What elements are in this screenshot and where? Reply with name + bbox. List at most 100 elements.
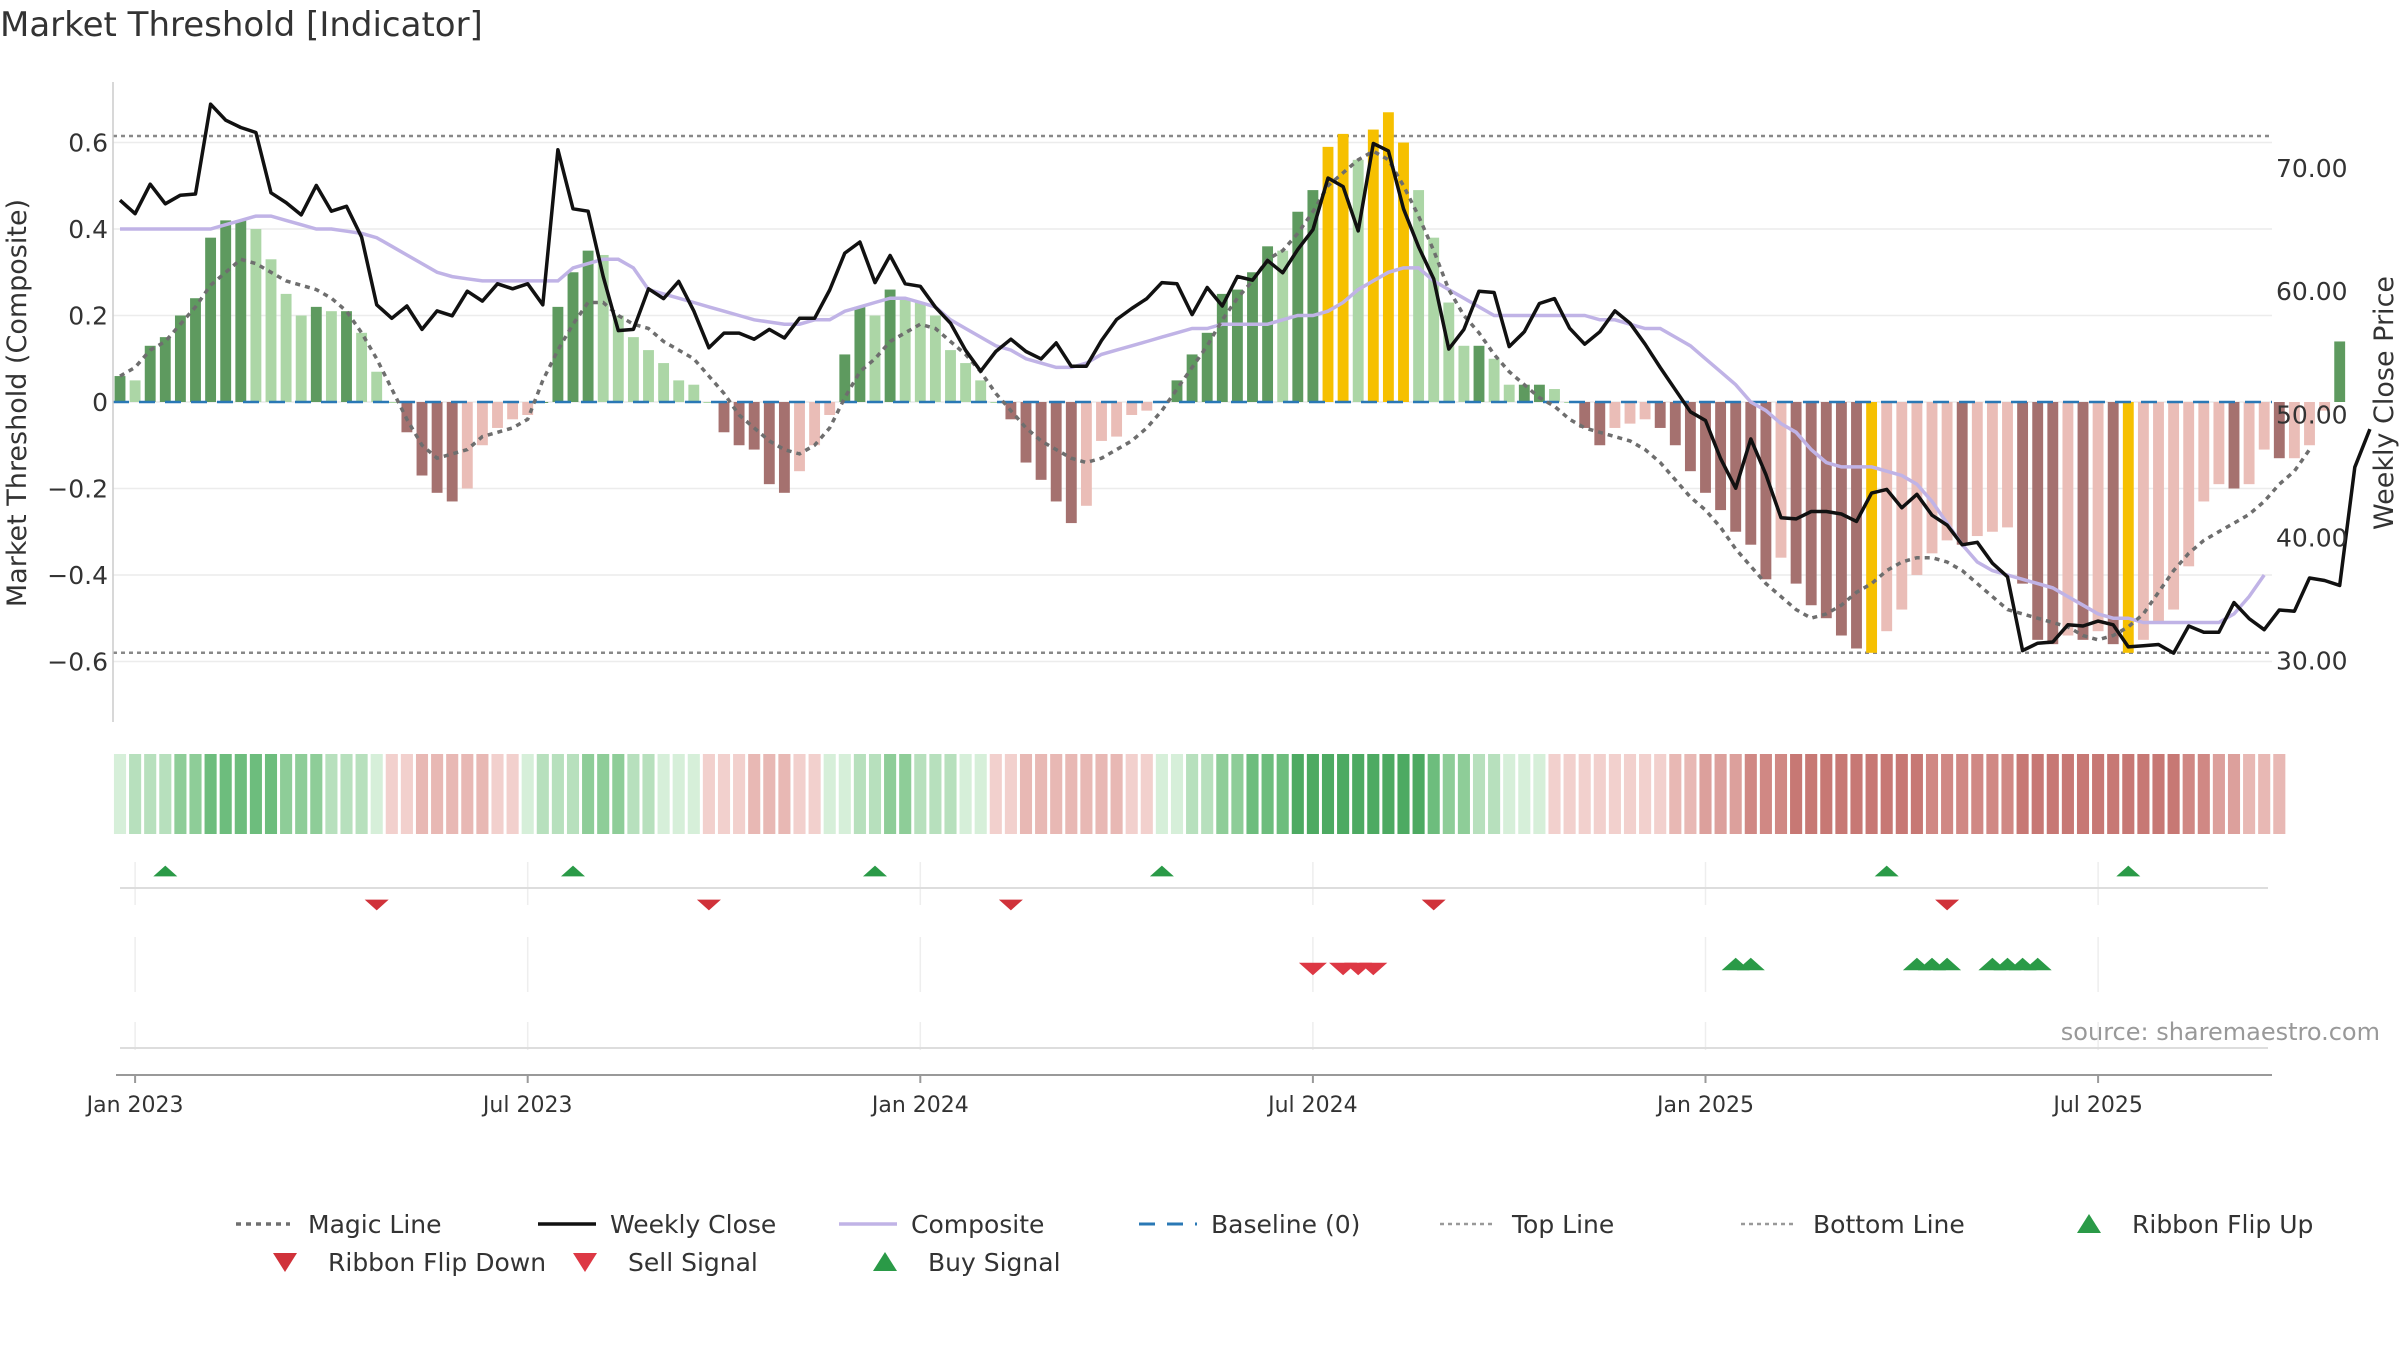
legend-swatch	[2077, 1214, 2101, 1233]
composite-bar	[1277, 250, 1289, 402]
legend-label: Top Line	[1511, 1210, 1614, 1239]
ribbon-cell	[476, 754, 489, 834]
composite-bar	[507, 402, 519, 420]
ribbon-cell	[868, 754, 882, 834]
composite-bar	[2077, 402, 2089, 640]
ribbon-cell	[1744, 754, 1757, 834]
y-tick-label: 0.6	[68, 129, 108, 158]
composite-bar	[2017, 402, 2029, 584]
composite-bar	[824, 402, 836, 415]
composite-bar	[703, 402, 715, 403]
composite-bar	[1986, 402, 1998, 532]
legend-item: Weekly Close	[538, 1210, 776, 1239]
ribbon-cell	[899, 754, 912, 834]
composite-bar	[2334, 341, 2346, 402]
composite-bar	[461, 402, 473, 489]
ribbon-cell	[1608, 754, 1621, 834]
ribbon-cell	[823, 754, 836, 834]
ribbon-cell	[1065, 754, 1078, 834]
ribbon-cell	[687, 754, 700, 834]
composite-bar	[1549, 389, 1560, 402]
composite-bar	[929, 315, 941, 402]
composite-bar	[1458, 345, 1470, 402]
ribbon-cell	[204, 754, 217, 834]
ribbon-cell	[1035, 754, 1048, 834]
composite-bar	[2258, 402, 2270, 450]
legend-label: Ribbon Flip Up	[2132, 1210, 2313, 1239]
composite-bar	[884, 289, 896, 402]
ribbon-cell	[748, 754, 761, 834]
composite-bar	[1579, 402, 1591, 428]
ribbon-cell	[370, 754, 383, 834]
ribbon-cell	[1790, 754, 1803, 834]
composite-bar	[1231, 289, 1243, 402]
composite-bar	[220, 220, 232, 402]
ribbon-cell	[1820, 754, 1833, 834]
composite-bar	[1700, 402, 1711, 493]
weekly-close-line	[118, 102, 2372, 655]
ribbon-cell	[778, 754, 791, 834]
y-tick-label: 0.2	[68, 302, 108, 331]
composite-bar	[1745, 402, 1757, 545]
composite-bar	[1488, 358, 1500, 402]
composite-bar	[2168, 402, 2180, 610]
ribbon-cell	[1095, 754, 1108, 834]
composite-bar	[2198, 402, 2210, 502]
composite-bar	[174, 315, 186, 402]
composite-bar	[1851, 402, 1862, 649]
ribbon-cell	[642, 754, 655, 834]
composite-bar	[582, 250, 594, 402]
composite-bar	[597, 254, 609, 402]
composite-bar	[325, 311, 337, 402]
composite-bar	[1760, 402, 1772, 580]
composite-bar	[2319, 402, 2331, 411]
legend-label: Composite	[911, 1210, 1044, 1239]
composite-bar	[643, 350, 654, 402]
ribbon-cell	[1367, 754, 1380, 834]
composite-bar	[1035, 402, 1047, 480]
composite-bar	[1065, 402, 1077, 524]
ribbon-cell	[1835, 754, 1848, 834]
ribbon-cell	[566, 754, 580, 834]
legend-label: Sell Signal	[628, 1248, 758, 1277]
ribbon-cell	[415, 754, 429, 834]
ribbon-cell	[672, 754, 685, 834]
ribbon-cell	[1533, 754, 1546, 834]
composite-bar	[1639, 402, 1651, 420]
ribbon-cell	[853, 754, 866, 834]
legend-item: Composite	[839, 1210, 1044, 1239]
ribbon-flip-up-marker	[863, 865, 887, 877]
composite-bar	[476, 402, 488, 446]
composite-bar	[1518, 384, 1530, 402]
source-note: source: sharemaestro.com	[2061, 1018, 2380, 1046]
composite-bar	[960, 363, 972, 402]
ribbon-strip	[113, 754, 2286, 834]
ribbon-cell	[2227, 754, 2241, 834]
ribbon-cell	[1865, 754, 1878, 834]
composite-bar	[1111, 402, 1123, 437]
legend-swatch	[273, 1253, 297, 1272]
ribbon-cell	[144, 754, 157, 834]
composite-bar	[658, 363, 670, 402]
composite-bar	[612, 315, 624, 402]
ribbon-cell	[1880, 754, 1893, 834]
composite-bar	[265, 259, 277, 402]
composite-bar	[1684, 402, 1696, 472]
composite-bar	[1141, 402, 1153, 411]
ribbon-cell	[174, 754, 187, 834]
ribbon-cell	[1971, 754, 1984, 834]
ribbon-cell	[1382, 754, 1395, 834]
legend-swatch	[573, 1253, 597, 1272]
composite-bar	[1307, 190, 1319, 402]
composite-bar	[718, 402, 730, 433]
legend-item: Buy Signal	[873, 1248, 1061, 1277]
y2-tick-label: 50.00	[2276, 400, 2348, 429]
composite-bar	[2213, 402, 2225, 485]
ribbon-cell	[1231, 754, 1244, 834]
ribbon-cell	[1397, 754, 1410, 834]
composite-bar	[1835, 402, 1847, 636]
composite-bar	[1533, 384, 1545, 402]
ribbon-flip-down-marker	[1421, 899, 1446, 911]
ribbon-cell	[113, 754, 127, 834]
